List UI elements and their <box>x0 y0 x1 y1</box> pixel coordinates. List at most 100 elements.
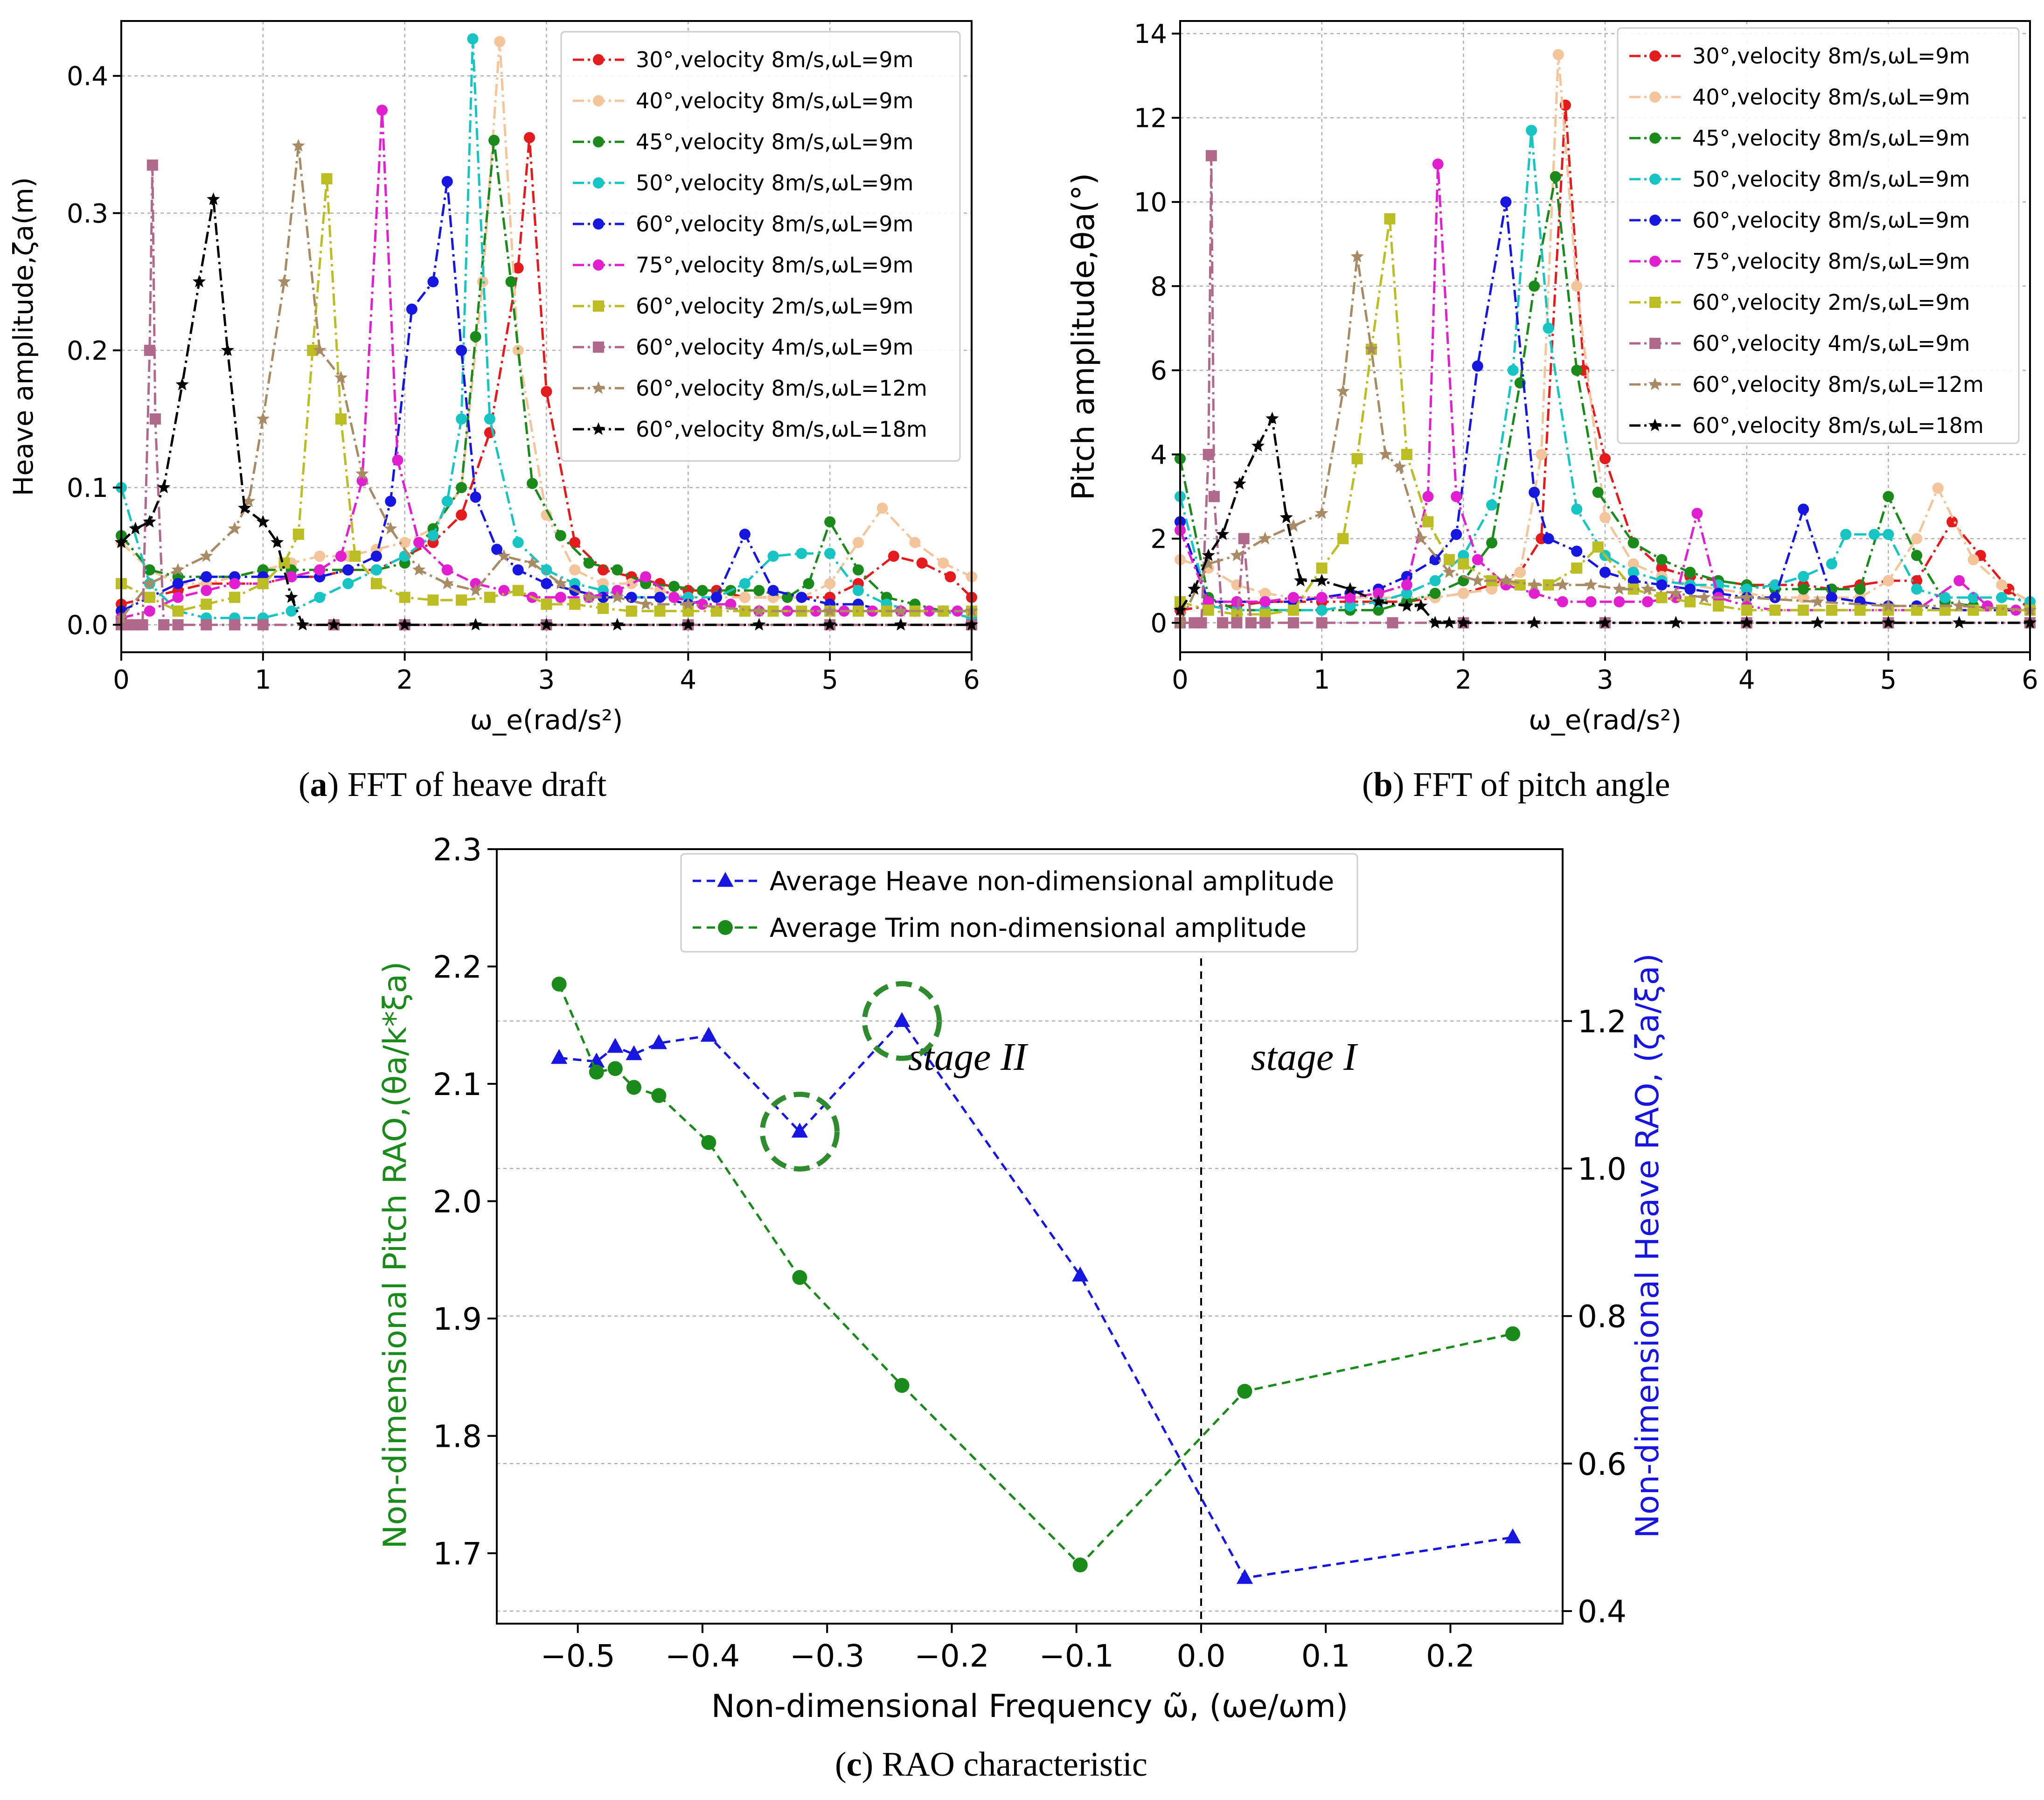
legend-marker <box>591 422 605 435</box>
data-point <box>639 597 653 610</box>
data-point <box>582 590 596 603</box>
data-point <box>285 571 297 583</box>
x-tick-label: 3 <box>1597 665 1613 695</box>
x-tick-label: 6 <box>2022 665 2038 695</box>
data-point <box>876 502 888 514</box>
data-point <box>144 592 155 603</box>
y-tick-label: 6 <box>1150 356 1167 386</box>
data-point <box>1384 213 1396 224</box>
series-average-trim-non-dimensional-amplitude <box>551 977 1521 1573</box>
data-point <box>1316 562 1328 574</box>
legend-label: 60°,velocity 8m/s,ωL=12m <box>636 376 927 401</box>
data-point <box>334 370 348 384</box>
data-point <box>541 509 552 521</box>
data-point <box>257 619 269 631</box>
data-point <box>767 585 779 596</box>
x-tick-label: 0 <box>1172 665 1189 695</box>
data-point <box>201 585 212 596</box>
data-point <box>852 564 864 576</box>
legend-entry: 60°,velocity 8m/s,ωL=18m <box>1629 413 1984 438</box>
series-line <box>120 181 972 613</box>
data-point <box>1536 449 1547 460</box>
data-point <box>1571 545 1583 557</box>
data-point <box>739 592 751 603</box>
data-point <box>792 1270 807 1285</box>
y-tick-label: 14 <box>1134 19 1167 49</box>
legend-entry: 30°,velocity 8m/s,ωL=9m <box>1629 43 1970 69</box>
data-point <box>1443 554 1455 565</box>
data-point <box>321 173 333 185</box>
data-point <box>739 529 751 540</box>
data-point <box>342 578 354 589</box>
data-point <box>1656 554 1668 565</box>
data-point <box>278 274 291 287</box>
data-point <box>626 1045 642 1060</box>
data-point <box>1414 531 1428 544</box>
data-point <box>242 494 256 507</box>
data-point <box>1216 527 1230 540</box>
data-point <box>1343 582 1357 595</box>
data-point <box>491 544 503 555</box>
legend-label: 50°,velocity 8m/s,ωL=9m <box>1692 167 1970 192</box>
legend-entry: 60°,velocity 8m/s,ωL=9m <box>1629 208 1970 233</box>
data-point <box>739 578 751 589</box>
data-point <box>1458 558 1469 570</box>
data-point <box>1592 541 1604 553</box>
data-point <box>1854 604 1866 616</box>
data-point <box>803 578 814 589</box>
data-point <box>711 592 723 603</box>
data-point <box>1952 615 1966 628</box>
data-point <box>1811 594 1824 607</box>
left-y-tick-label: 1.7 <box>433 1536 482 1572</box>
data-point <box>650 1034 667 1049</box>
data-point <box>285 605 297 617</box>
data-point <box>335 551 347 562</box>
data-point <box>399 592 410 603</box>
rao-panel: stage II stage I −0.5 −0.4 −0.3 −0.2 −0.1 0.0 0.… <box>377 832 1666 1725</box>
left-y-tick-label: 2.2 <box>433 949 482 985</box>
x-tick-label: −0.1 <box>1039 1638 1114 1674</box>
data-point <box>1656 592 1668 603</box>
data-point <box>392 454 403 466</box>
data-point <box>1287 604 1299 616</box>
legend-entry: 60°,velocity 2m/s,ωL=9m <box>1629 290 1970 315</box>
data-point <box>1543 533 1554 544</box>
legend-entry: 60°,velocity 8m/s,ωL=12m <box>573 376 927 401</box>
data-point <box>1741 604 1752 616</box>
data-point <box>1286 519 1300 532</box>
data-point <box>1230 548 1244 561</box>
data-point <box>1669 586 1683 599</box>
data-point <box>589 1064 604 1080</box>
caption-b: (b) FFT of pitch angle <box>1362 766 1670 804</box>
data-point <box>541 599 552 610</box>
y-axis-label: Pitch amplitude,θa(°) <box>1065 173 1101 500</box>
data-point <box>470 331 481 342</box>
data-point <box>1599 453 1611 465</box>
data-point <box>888 551 899 562</box>
data-point <box>1911 583 1923 595</box>
data-point <box>256 515 270 528</box>
data-point <box>1529 487 1540 498</box>
data-point <box>1526 125 1537 136</box>
data-point <box>1527 615 1541 628</box>
legend-marker <box>1649 174 1661 185</box>
data-point <box>1351 453 1363 465</box>
data-point <box>1451 529 1462 540</box>
data-point <box>1371 594 1385 607</box>
x-tick-label: 0.2 <box>1426 1638 1475 1674</box>
data-point <box>823 618 837 631</box>
x-tick-label: 2 <box>396 665 413 695</box>
data-point <box>1996 579 2008 591</box>
data-point <box>1373 604 1384 616</box>
data-point <box>512 344 524 356</box>
data-point <box>1798 503 1809 515</box>
data-point <box>1911 575 1923 586</box>
legend-entry: Average Trim non-dimensional amplitude <box>693 913 1307 943</box>
data-point <box>894 604 908 617</box>
legend-marker <box>1648 419 1662 432</box>
data-point <box>355 467 369 480</box>
data-point <box>852 585 864 596</box>
data-point <box>1287 592 1299 603</box>
data-point <box>651 1088 667 1103</box>
data-point <box>229 578 241 589</box>
